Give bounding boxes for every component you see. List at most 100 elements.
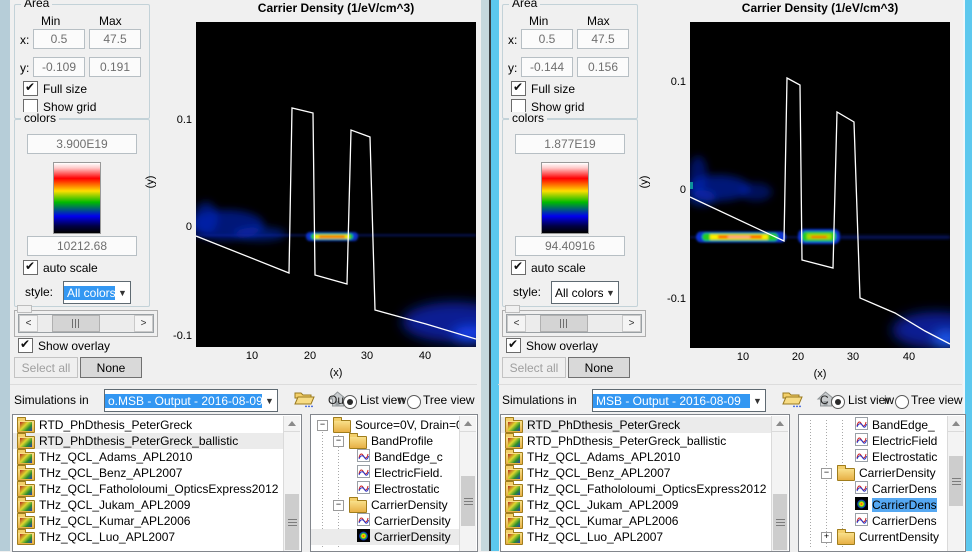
- scroll-thumb[interactable]: [540, 315, 588, 332]
- scroll-thumb[interactable]: [773, 494, 787, 550]
- list-item[interactable]: THz_QCL_Fathololoumi_OpticsExpress2012: [13, 480, 284, 497]
- scroll-track[interactable]: [38, 315, 134, 332]
- checkbox-box[interactable]: [511, 80, 526, 96]
- y-min-field[interactable]: -0.144: [521, 57, 573, 77]
- list-scrollbar[interactable]: [771, 416, 788, 551]
- horizontal-scrollbar[interactable]: < >: [18, 314, 154, 333]
- list-item[interactable]: THz_QCL_Adams_APL2010: [13, 448, 284, 465]
- style-dropdown[interactable]: All colors ▼: [63, 281, 131, 304]
- none-button[interactable]: None: [568, 357, 630, 378]
- checkbox-box[interactable]: [18, 337, 33, 353]
- show-grid-checkbox[interactable]: Show grid: [511, 99, 584, 114]
- auto-scale-checkbox[interactable]: auto scale: [511, 259, 586, 275]
- open-folder-icon[interactable]: [294, 390, 315, 411]
- full-size-checkbox[interactable]: Full size: [23, 80, 87, 96]
- horizontal-scrollbar[interactable]: < >: [506, 314, 642, 333]
- x-min-field[interactable]: 0.5: [521, 29, 573, 49]
- tree-item[interactable]: CarrierDens: [799, 513, 948, 529]
- list-item[interactable]: THz_QCL_Luo_APL2007: [13, 528, 284, 545]
- scroll-thumb[interactable]: [285, 494, 299, 550]
- tree-item[interactable]: − CarrierDensity: [311, 496, 460, 513]
- tree-item-highlighted[interactable]: CarrierDensity: [311, 529, 460, 545]
- scroll-thumb[interactable]: [949, 456, 963, 506]
- tree-item-selected[interactable]: CarrierDens: [799, 497, 948, 513]
- x-max-field[interactable]: 47.5: [577, 29, 629, 49]
- tree-item[interactable]: − CarrierDensity: [799, 464, 948, 481]
- list-item[interactable]: THz_QCL_Adams_APL2010: [501, 448, 772, 465]
- tree-item[interactable]: BandEdge_c: [311, 449, 460, 465]
- scroll-left-button[interactable]: <: [507, 315, 526, 332]
- simulation-file-list[interactable]: RTD_PhDthesis_PeterGreck RTD_PhDthesis_P…: [12, 414, 302, 552]
- tree-view-radio[interactable]: [407, 395, 421, 409]
- list-item[interactable]: THz_QCL_Kumar_APL2006: [13, 512, 284, 529]
- y-min-field[interactable]: -0.109: [33, 57, 85, 77]
- scroll-track[interactable]: [526, 315, 622, 332]
- tree-item[interactable]: Electrostatic: [311, 481, 460, 497]
- y-max-field[interactable]: 0.156: [577, 57, 629, 77]
- tree-item[interactable]: + CurrentDensity: [799, 528, 948, 545]
- tree-item[interactable]: ElectricField.: [311, 465, 460, 481]
- tree-item[interactable]: ElectricField: [799, 433, 948, 449]
- show-overlay-checkbox[interactable]: Show overlay: [18, 337, 110, 353]
- output-tree[interactable]: BandEdge_ ElectricField Electrostatic − C…: [798, 414, 966, 552]
- y-max-field[interactable]: 0.191: [89, 57, 141, 77]
- list-item[interactable]: RTD_PhDthesis_PeterGreck: [13, 416, 284, 433]
- tree-view-label[interactable]: Tree view: [423, 393, 475, 407]
- select-all-button[interactable]: Select all: [14, 357, 78, 378]
- full-size-checkbox[interactable]: Full size: [511, 80, 575, 96]
- list-item[interactable]: THz_QCL_Jukam_APL2009: [13, 496, 284, 513]
- expand-icon[interactable]: +: [821, 531, 832, 543]
- open-folder-icon[interactable]: [782, 390, 803, 411]
- color-min-field[interactable]: 94.40916: [515, 236, 625, 256]
- checkbox-box[interactable]: [511, 259, 526, 275]
- show-grid-checkbox[interactable]: Show grid: [23, 99, 96, 114]
- color-min-field[interactable]: 10212.68: [27, 236, 137, 256]
- chevron-down-icon[interactable]: ▼: [265, 395, 274, 406]
- list-item-selected[interactable]: RTD_PhDthesis_PeterGreck: [501, 416, 772, 433]
- list-item[interactable]: RTD_PhDthesis_PeterGreck_ballistic: [501, 432, 772, 449]
- scroll-up-icon[interactable]: [948, 416, 964, 432]
- list-item[interactable]: THz_QCL_Luo_APL2007: [501, 528, 772, 545]
- scroll-up-icon[interactable]: [284, 416, 300, 432]
- scroll-right-button[interactable]: >: [622, 315, 641, 332]
- list-view-radio[interactable]: [343, 395, 357, 409]
- list-item[interactable]: THz_QCL_Benz_APL2007: [501, 464, 772, 481]
- color-max-field[interactable]: 3.900E19: [27, 134, 137, 154]
- x-max-field[interactable]: 47.5: [89, 29, 141, 49]
- select-all-button[interactable]: Select all: [502, 357, 566, 378]
- color-max-field[interactable]: 1.877E19: [515, 134, 625, 154]
- tree-item[interactable]: CarrierDens: [799, 481, 948, 497]
- collapse-icon[interactable]: −: [317, 419, 328, 431]
- heatmap-plot[interactable]: [196, 22, 476, 347]
- checkbox-box[interactable]: [23, 259, 38, 275]
- list-view-radio[interactable]: [831, 395, 845, 409]
- tree-item[interactable]: BandEdge_: [799, 417, 948, 433]
- scroll-up-icon[interactable]: [772, 416, 788, 432]
- tree-scrollbar[interactable]: [947, 416, 964, 551]
- tree-view-label[interactable]: Tree view: [911, 393, 963, 407]
- list-item[interactable]: THz_QCL_Jukam_APL2009: [501, 496, 772, 513]
- none-button[interactable]: None: [80, 357, 142, 378]
- chevron-down-icon[interactable]: ▼: [118, 287, 127, 298]
- scroll-thumb[interactable]: [461, 476, 475, 526]
- scroll-left-button[interactable]: <: [19, 315, 38, 332]
- tree-scrollbar[interactable]: [459, 416, 476, 551]
- auto-scale-checkbox[interactable]: auto scale: [23, 259, 98, 275]
- collapse-icon[interactable]: −: [333, 499, 344, 511]
- checkbox-box[interactable]: [23, 80, 38, 96]
- collapse-icon[interactable]: −: [821, 467, 832, 479]
- tree-item[interactable]: Electrostatic: [799, 449, 948, 465]
- tree-item[interactable]: − BandProfile: [311, 432, 460, 449]
- list-item[interactable]: THz_QCL_Fathololoumi_OpticsExpress2012: [501, 480, 772, 497]
- chevron-down-icon[interactable]: ▼: [753, 395, 762, 406]
- style-dropdown[interactable]: All colors ▼: [551, 281, 619, 304]
- list-view-label[interactable]: List view: [360, 393, 407, 407]
- simulation-file-list[interactable]: RTD_PhDthesis_PeterGreck RTD_PhDthesis_P…: [500, 414, 790, 552]
- list-scrollbar[interactable]: [283, 416, 300, 551]
- tree-item[interactable]: CarrierDensity: [311, 513, 460, 529]
- simulations-dropdown[interactable]: MSB - Output - 2016-08-09 ▼: [592, 389, 766, 412]
- x-min-field[interactable]: 0.5: [33, 29, 85, 49]
- collapse-icon[interactable]: −: [333, 435, 344, 447]
- list-item[interactable]: THz_QCL_Kumar_APL2006: [501, 512, 772, 529]
- show-overlay-checkbox[interactable]: Show overlay: [506, 337, 598, 353]
